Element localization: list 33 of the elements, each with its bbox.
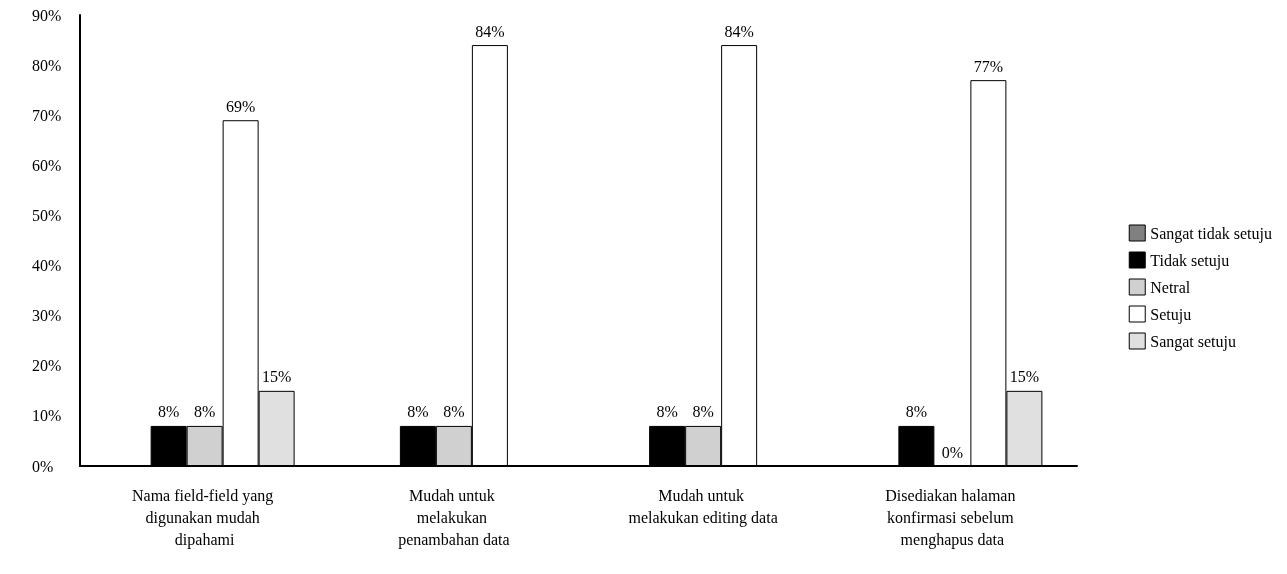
- y-tick-label: 50%: [32, 206, 62, 224]
- data-label: 84%: [724, 22, 754, 40]
- y-tick-label: 10%: [32, 407, 62, 425]
- y-tick-label: 80%: [32, 56, 62, 74]
- y-tick-label: 30%: [32, 307, 62, 325]
- data-label: 8%: [157, 403, 180, 421]
- data-label: 84%: [475, 22, 505, 40]
- data-label: 8%: [656, 403, 678, 421]
- data-label: 8%: [407, 403, 429, 421]
- y-tick-label: 0%: [32, 457, 54, 475]
- y-tick-label: 70%: [32, 106, 62, 124]
- data-label: 0%: [941, 443, 964, 461]
- data-label: 8%: [692, 403, 714, 421]
- data-label: 69%: [225, 97, 256, 115]
- data-label: 8%: [193, 403, 216, 421]
- data-label: 77%: [973, 57, 1004, 75]
- x-tick-label: Nama field-field yang digunakan mudah dipahami: [131, 486, 278, 549]
- x-tick-label: Mudah untuk melakukan editing data: [628, 486, 778, 527]
- legend-label: Tidak setuju: [1150, 251, 1230, 270]
- x-tick-label: Mudah untuk melakukan penambahan data: [398, 486, 510, 549]
- legend-label: Sangat setuju: [1150, 332, 1237, 351]
- legend-label: Setuju: [1150, 305, 1192, 324]
- y-tick-label: 90%: [32, 6, 62, 24]
- data-label: 15%: [1009, 368, 1040, 386]
- legend-label: Netral: [1150, 278, 1191, 296]
- legend-label: Sangat tidak setuju: [1150, 224, 1273, 243]
- data-label: 8%: [905, 403, 928, 421]
- x-tick-label: Disediakan halaman konfirmasi sebelum menghapus data: [885, 486, 1020, 549]
- y-tick-label: 20%: [32, 357, 62, 375]
- data-label: 8%: [443, 403, 465, 421]
- data-label: 15%: [261, 368, 292, 386]
- y-tick-label: 40%: [32, 257, 62, 275]
- y-tick-label: 60%: [32, 156, 62, 174]
